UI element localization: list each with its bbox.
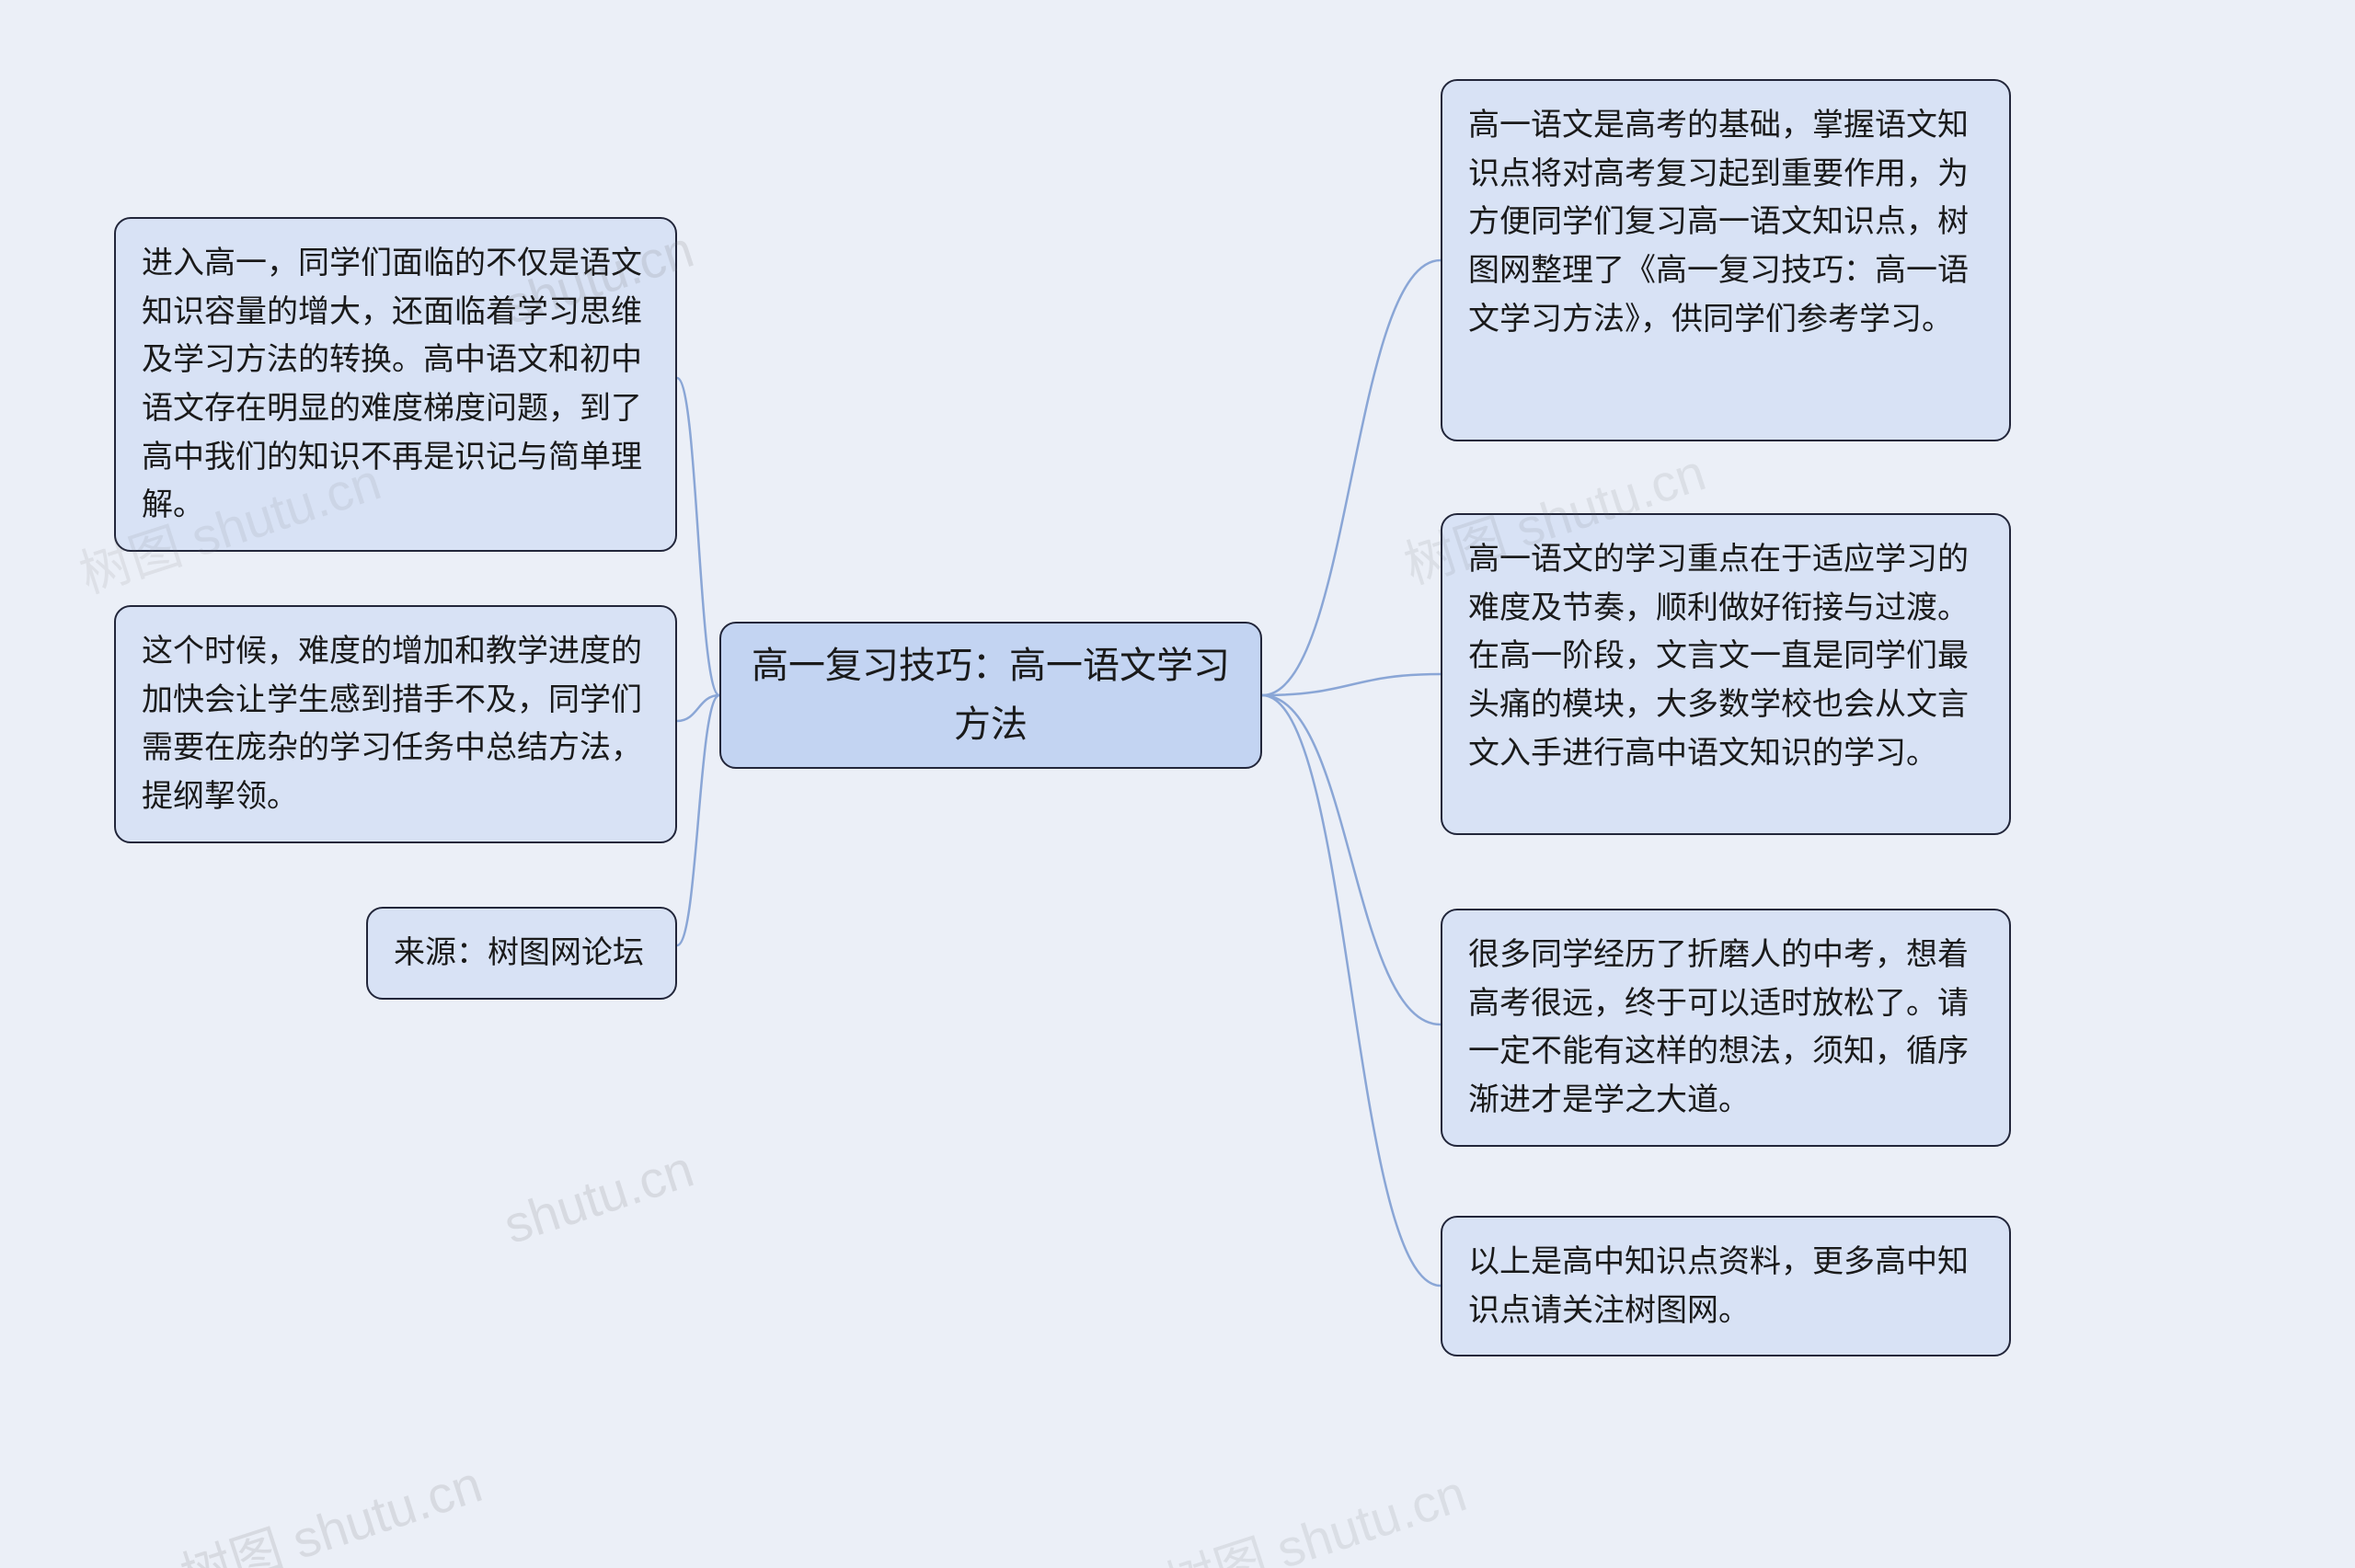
- branch-node-r2: 高一语文的学习重点在于适应学习的难度及节奏，顺利做好衔接与过渡。在高一阶段，文言…: [1441, 513, 2011, 835]
- watermark-5: 树图 shutu.cn: [1155, 1452, 1475, 1568]
- branch-node-text-r3: 很多同学经历了折磨人的中考，想着高考很远，终于可以适时放松了。请一定不能有这样的…: [1468, 937, 1969, 1117]
- center-node-text: 高一复习技巧：高一语文学习方法: [747, 636, 1235, 754]
- branch-node-text-l1: 进入高一，同学们面临的不仅是语文知识容量的增大，还面临着学习思维及学习方法的转换…: [142, 246, 642, 522]
- branch-node-text-l2: 这个时候，难度的增加和教学进度的加快会让学生感到措手不及，同学们需要在庞杂的学习…: [142, 634, 642, 814]
- branch-node-text-l3: 来源：树图网论坛: [394, 935, 644, 970]
- branch-node-r3: 很多同学经历了折磨人的中考，想着高考很远，终于可以适时放松了。请一定不能有这样的…: [1441, 909, 2011, 1147]
- branch-node-r1: 高一语文是高考的基础，掌握语文知识点将对高考复习起到重要作用，为方便同学们复习高…: [1441, 79, 2011, 441]
- connector: [1262, 260, 1441, 695]
- branch-node-l3: 来源：树图网论坛: [366, 907, 677, 1000]
- connector: [1262, 695, 1441, 1024]
- branch-node-r4: 以上是高中知识点资料，更多高中知识点请关注树图网。: [1441, 1216, 2011, 1356]
- branch-node-text-r4: 以上是高中知识点资料，更多高中知识点请关注树图网。: [1468, 1244, 1969, 1328]
- connector: [677, 695, 719, 721]
- watermark-3: 树图 shutu.cn: [170, 1443, 490, 1568]
- connector: [677, 695, 719, 945]
- center-node: 高一复习技巧：高一语文学习方法: [719, 622, 1262, 769]
- connector: [1262, 674, 1441, 695]
- branch-node-text-r2: 高一语文的学习重点在于适应学习的难度及节奏，顺利做好衔接与过渡。在高一阶段，文言…: [1468, 542, 1969, 771]
- branch-node-l2: 这个时候，难度的增加和教学进度的加快会让学生感到措手不及，同学们需要在庞杂的学习…: [114, 605, 677, 843]
- watermark-2: shutu.cn: [497, 1139, 700, 1255]
- branch-node-text-r1: 高一语文是高考的基础，掌握语文知识点将对高考复习起到重要作用，为方便同学们复习高…: [1468, 108, 1969, 337]
- connector: [677, 378, 719, 695]
- connector: [1262, 695, 1441, 1286]
- branch-node-l1: 进入高一，同学们面临的不仅是语文知识容量的增大，还面临着学习思维及学习方法的转换…: [114, 217, 677, 552]
